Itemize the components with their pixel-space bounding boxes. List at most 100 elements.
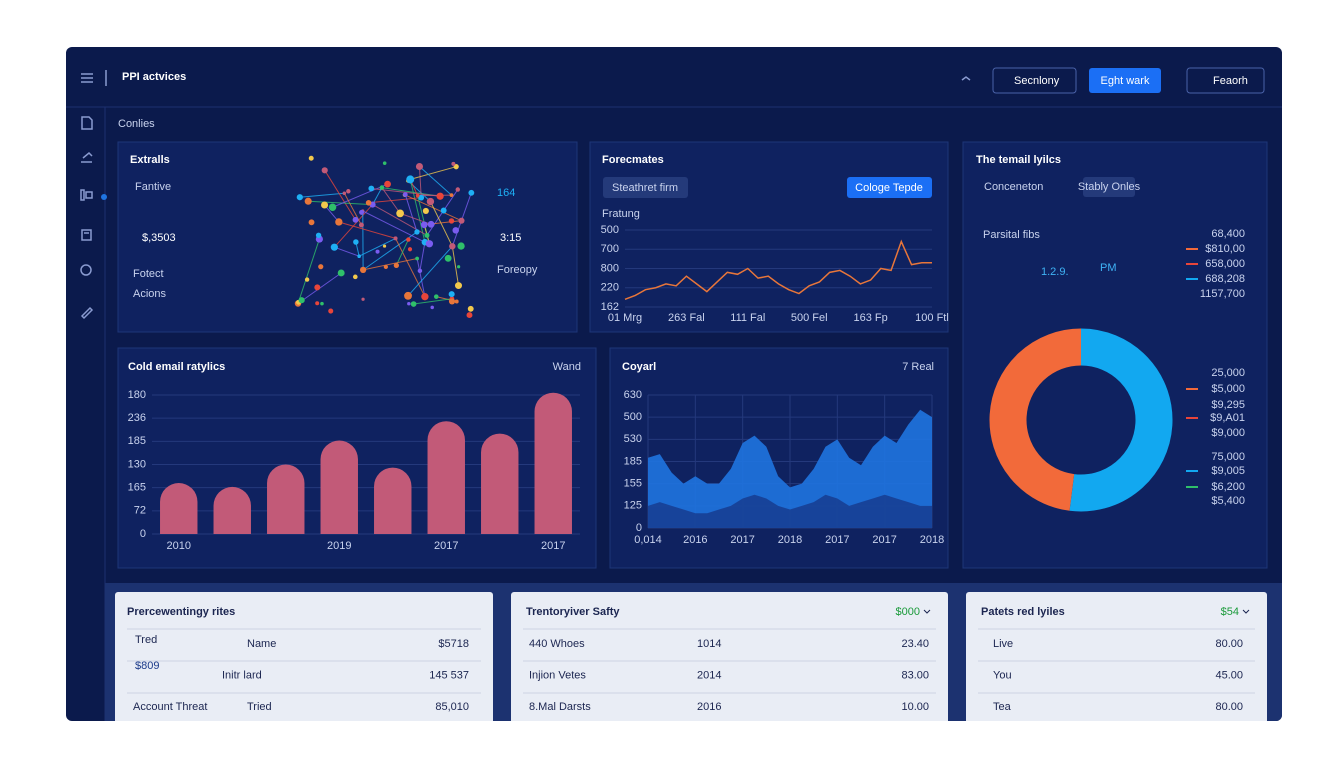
- network-node: [342, 191, 347, 195]
- table-cell: Initr lard: [222, 669, 262, 681]
- network-node: [433, 294, 439, 299]
- tab[interactable]: Stably Onles: [1078, 181, 1141, 193]
- button[interactable]: [1089, 68, 1161, 93]
- table-card: [115, 592, 493, 721]
- network-node: [379, 185, 385, 190]
- network-node: [352, 274, 358, 280]
- area: [648, 494, 932, 528]
- table-title: Trentoryiver Safty: [526, 606, 620, 618]
- network-node: [410, 301, 417, 307]
- section-label: Conlies: [118, 118, 155, 130]
- y-tick-label: 630: [624, 389, 642, 401]
- filter[interactable]: [603, 177, 688, 198]
- tab[interactable]: Conceneton: [984, 181, 1043, 193]
- network-node: [417, 268, 423, 274]
- y-tick-label: 180: [128, 389, 146, 401]
- table-card: [966, 592, 1267, 721]
- network-node: [449, 243, 456, 250]
- button[interactable]: [1186, 67, 1265, 94]
- card-note: 7 Real: [902, 361, 934, 373]
- network-node: [430, 305, 434, 310]
- table-cell: 440 Whoes: [529, 638, 585, 650]
- value: 1.2.9.: [1041, 266, 1069, 278]
- network-node: [455, 282, 462, 290]
- table-cell: 80.00: [1215, 638, 1243, 650]
- legend-item: 25,000: [1211, 367, 1245, 379]
- bar: [481, 433, 519, 534]
- x-tick-label: 2018: [920, 534, 944, 546]
- y-tick-label: 0: [636, 522, 642, 534]
- network-edge: [407, 245, 453, 297]
- network-edge: [334, 246, 360, 257]
- legend-item: $9,A01: [1210, 412, 1245, 424]
- network-edge: [363, 257, 418, 271]
- network-node: [407, 247, 413, 252]
- network-node: [393, 236, 398, 241]
- y-tick-label: 72: [134, 505, 146, 517]
- area: [648, 409, 932, 528]
- button-label[interactable]: Eght wark: [1101, 75, 1150, 87]
- network-node: [427, 220, 435, 228]
- y-tick-label: 185: [128, 435, 146, 447]
- legend-item: $9,295: [1211, 399, 1245, 411]
- network-node: [449, 193, 454, 198]
- y-tick-label: 500: [601, 224, 619, 236]
- table-cell: 45.00: [1215, 669, 1243, 681]
- network-node: [384, 180, 391, 188]
- card-title: The temail lyilcs: [976, 154, 1061, 166]
- header-title: PPI actvices: [122, 71, 186, 83]
- table-cell: 145 537: [429, 669, 469, 681]
- network-node: [353, 239, 359, 245]
- table-cell: $5718: [438, 638, 469, 650]
- network-node: [315, 232, 322, 238]
- card-title: Coyarl: [622, 361, 656, 373]
- table-cell: 8.Mal Darsts: [529, 701, 591, 713]
- table-cell: Name: [247, 638, 276, 650]
- axis-label: Fratung: [602, 208, 640, 220]
- table-cell: 2014: [697, 669, 721, 681]
- network-edge: [395, 238, 426, 297]
- network-edge: [418, 166, 422, 198]
- network-edge: [297, 238, 320, 304]
- network-node: [382, 161, 387, 165]
- network-node: [304, 277, 310, 282]
- x-tick-label: 163 Fp: [853, 312, 887, 324]
- label: Parsital fibs: [983, 229, 1040, 241]
- network-edge: [308, 200, 373, 206]
- button[interactable]: [992, 67, 1077, 94]
- x-tick-label: 2017: [825, 534, 849, 546]
- card: [117, 141, 578, 333]
- network-edge: [413, 298, 452, 305]
- tab-bg[interactable]: [1083, 177, 1135, 197]
- x-tick-label: 2017: [541, 540, 565, 552]
- unit: PM: [1100, 262, 1117, 274]
- table-title: Patets red lyiles: [981, 606, 1065, 618]
- legend-item: $9,000: [1211, 427, 1245, 439]
- network-node: [358, 222, 364, 228]
- legend-item: $6,200: [1211, 481, 1245, 493]
- network-node: [337, 269, 345, 277]
- card-note: Wand: [553, 361, 581, 373]
- button-label[interactable]: Feaorh: [1213, 75, 1248, 87]
- button[interactable]: [847, 177, 932, 198]
- network-node: [296, 194, 303, 201]
- network-node: [420, 221, 428, 229]
- x-tick-label: 2019: [327, 540, 351, 552]
- icons: [80, 70, 971, 320]
- table-cell: Tried: [247, 701, 272, 713]
- network-node: [308, 219, 315, 226]
- bar: [160, 483, 198, 534]
- button-label[interactable]: Secnlony: [1014, 75, 1060, 87]
- network-node: [315, 301, 320, 306]
- y-tick-label: 220: [601, 282, 619, 294]
- x-tick-label: 01 Mrg: [608, 312, 642, 324]
- button-label[interactable]: Cologe Tepde: [855, 182, 923, 194]
- badge: $54: [1221, 606, 1239, 618]
- table-cell: 80.00: [1215, 701, 1243, 713]
- network-node: [383, 264, 388, 269]
- network-node: [467, 305, 474, 312]
- network-node: [444, 254, 452, 262]
- network-edge: [332, 183, 388, 208]
- filter-label[interactable]: Steathret firm: [612, 182, 678, 194]
- network-node: [382, 244, 387, 248]
